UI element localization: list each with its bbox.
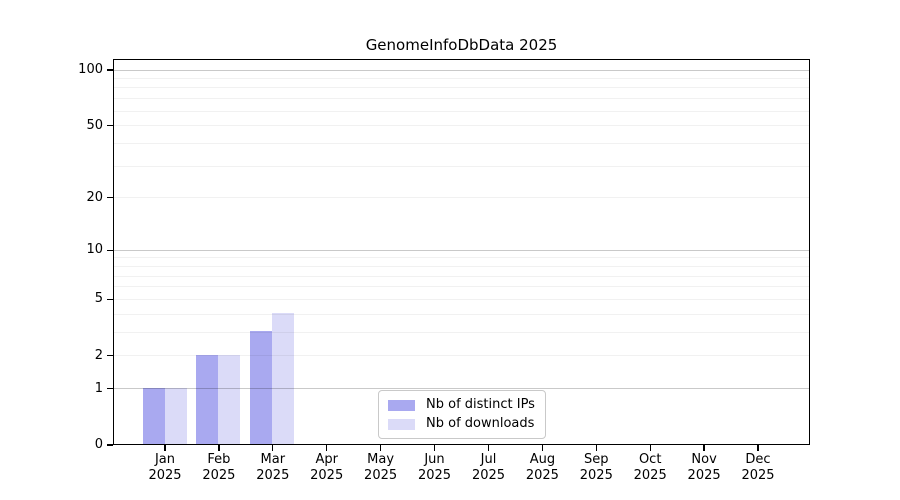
x-tick-mark-jun: [433, 445, 436, 451]
gridline-2: [114, 355, 809, 357]
y-tick-label-100: 100: [78, 62, 103, 77]
chart-title: GenomeInfoDbData 2025: [365, 36, 558, 54]
x-tick-label-aug: Aug 2025: [525, 452, 559, 483]
gridline-4: [114, 313, 809, 315]
y-tick-mark-0: [107, 444, 113, 446]
bar-mar-downloads: [272, 313, 295, 444]
x-tick-label-feb: Feb 2025: [202, 452, 236, 483]
x-tick-label-mar: Mar 2025: [256, 452, 290, 483]
x-tick-mark-may: [379, 445, 382, 451]
y-tick-mark-5: [107, 298, 113, 301]
gridline-3: [114, 331, 809, 333]
y-tick-mark-20: [107, 196, 113, 199]
x-tick-label-jan: Jan 2025: [148, 452, 182, 483]
legend-label-distinct-ips: Nb of distinct IPs: [426, 397, 535, 412]
gridline-10: [114, 249, 809, 251]
x-tick-mark-feb: [218, 445, 220, 451]
x-tick-mark-jul: [487, 445, 490, 451]
legend-swatch-downloads-icon: [388, 418, 415, 430]
x-tick-label-jun: Jun 2025: [417, 452, 452, 483]
legend-swatch-distinct-ips-icon: [388, 399, 415, 411]
gridline-7: [114, 275, 809, 277]
y-tick-mark-50: [107, 124, 113, 127]
x-tick-label-oct: Oct 2025: [633, 452, 667, 483]
y-tick-label-10: 10: [86, 242, 103, 258]
x-tick-mark-jan: [164, 445, 166, 451]
gridline-1: [114, 388, 809, 390]
legend-label-downloads: Nb of downloads: [426, 416, 535, 431]
gridline-5: [114, 298, 809, 300]
legend-item-downloads: Nb of downloads: [388, 416, 535, 432]
x-tick-label-jul: Jul 2025: [471, 452, 506, 483]
gridline-6: [114, 286, 809, 288]
gridline-60: [114, 110, 809, 112]
gridline-9: [114, 257, 809, 259]
bar-jan-distinct-ips: [142, 387, 165, 444]
y-tick-mark-1: [107, 388, 113, 390]
gridline-20: [114, 197, 809, 199]
gridline-80: [114, 87, 809, 89]
x-tick-label-dec: Dec 2025: [741, 452, 775, 483]
x-tick-label-apr: Apr 2025: [310, 452, 344, 483]
x-tick-mark-mar: [272, 445, 274, 451]
x-tick-mark-sep: [595, 445, 597, 451]
legend: Nb of distinct IPs Nb of downloads: [378, 390, 546, 439]
gridline-90: [114, 78, 809, 79]
x-tick-label-may: May 2025: [364, 452, 398, 483]
x-tick-mark-aug: [541, 445, 544, 451]
y-tick-mark-10: [107, 249, 113, 251]
legend-item-distinct-ips: Nb of distinct IPs: [388, 397, 535, 413]
gridline-40: [114, 142, 809, 144]
bar-feb-distinct-ips: [196, 354, 219, 444]
y-tick-label-50: 50: [86, 117, 103, 133]
gridline-50: [114, 125, 809, 126]
y-tick-label-1: 1: [94, 380, 103, 396]
x-tick-mark-oct: [649, 445, 651, 451]
gridline-30: [114, 165, 809, 167]
bar-mar-distinct-ips: [250, 331, 273, 444]
gridline-70: [114, 98, 809, 100]
y-tick-label-5: 5: [94, 291, 103, 307]
x-tick-mark-apr: [326, 445, 328, 451]
x-tick-label-sep: Sep 2025: [579, 452, 613, 483]
plot-area: Nb of distinct IPs Nb of downloads: [113, 59, 810, 445]
x-tick-mark-dec: [757, 445, 759, 451]
y-tick-mark-2: [107, 355, 113, 357]
gridline-8: [114, 266, 809, 267]
x-tick-mark-nov: [703, 445, 705, 451]
x-tick-label-nov: Nov 2025: [687, 452, 721, 483]
y-tick-label-0: 0: [94, 437, 103, 452]
bar-jan-downloads: [164, 387, 187, 444]
y-tick-label-2: 2: [94, 347, 103, 363]
gridline-100: [114, 69, 809, 71]
y-tick-label-20: 20: [86, 189, 103, 205]
bar-feb-downloads: [218, 354, 241, 444]
y-tick-mark-100: [107, 69, 113, 71]
